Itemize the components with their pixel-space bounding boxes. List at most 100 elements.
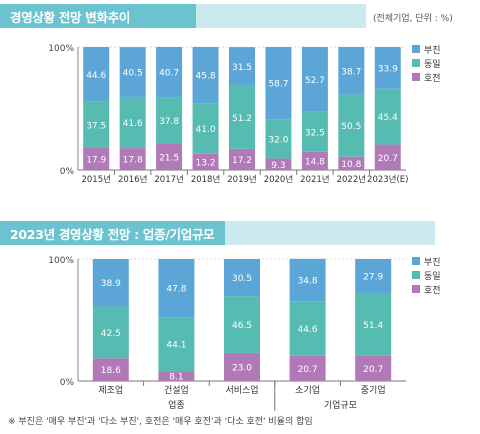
- section2-banner-stripe: [225, 221, 435, 245]
- chart1-bar-동일: [119, 96, 146, 149]
- chart1-bar-부진: [265, 47, 292, 120]
- chart2-bar-부진: [92, 259, 129, 307]
- chart1-bar-호전: [119, 148, 146, 170]
- chart2-legend-label: 부진: [424, 257, 441, 268]
- chart1-data-label: 13.2: [196, 158, 216, 168]
- chart2-xtick-label: 건설업: [164, 385, 189, 396]
- section2-title: 2023년 경영상황 전망 : 업종/기업규모: [10, 227, 215, 242]
- section1-unit: (전체기업, 단위 : %): [373, 14, 453, 24]
- chart2-data-label: 44.6: [298, 325, 318, 335]
- chart2-data-label: 20.7: [363, 365, 383, 375]
- section1-banner: 경영상황 전망 변화추이: [0, 4, 470, 28]
- chart1-ytick-bottom: 0%: [60, 167, 75, 177]
- chart2-bar-호전: [355, 355, 392, 381]
- chart2-data-label: 42.5: [101, 329, 121, 339]
- chart2-legend-label: 동일: [424, 271, 441, 282]
- chart1-bar-동일: [83, 101, 110, 148]
- chart1-bar-호전: [338, 156, 365, 170]
- chart1-data-label: 45.8: [196, 72, 216, 82]
- section1-banner-stripe: [196, 4, 366, 28]
- chart1-ytick-top: 100%: [48, 44, 74, 54]
- chart1-bar-호전: [229, 148, 255, 170]
- chart2-bar-부진: [355, 259, 392, 294]
- chart2-xtick-label: 중기업: [361, 385, 386, 396]
- chart1-data-label: 37.8: [159, 117, 179, 127]
- chart1-data-label: 40.7: [159, 69, 179, 79]
- chart1-bar-부진: [338, 47, 365, 95]
- chart2-xtick-label: 제조업: [98, 385, 123, 396]
- chart1-data-label: 17.2: [232, 156, 252, 166]
- chart1-bar-동일: [301, 111, 328, 152]
- chart1-bar-부진: [156, 47, 183, 98]
- chart2-legend-swatch: [412, 257, 420, 265]
- chart2-ytick-bottom: 0%: [60, 378, 75, 388]
- chart2-data-label: 18.6: [101, 366, 121, 376]
- chart1-xtick-label: 2019년: [227, 174, 256, 185]
- chart1-data-label: 37.5: [86, 121, 106, 131]
- chart2-data-label: 20.7: [298, 365, 318, 375]
- chart1-bar-동일: [192, 103, 219, 154]
- chart2-group-label: 기업규모: [324, 400, 357, 411]
- chart1-legend-label: 부진: [424, 45, 441, 56]
- chart2-ytick-top: 100%: [48, 256, 74, 266]
- footnote: ※ 부진은 '매우 부진'과 '다소 부진', 호전은 '매우 호전'과 '다소…: [8, 417, 313, 427]
- chart2-legend-swatch: [412, 285, 420, 293]
- chart1-xtick-label: 2015년: [81, 174, 110, 185]
- chart2-legend-label: 호전: [424, 285, 441, 296]
- chart1-data-label: 20.7: [378, 154, 398, 164]
- chart1-legend-swatch: [412, 73, 420, 81]
- chart1-data-label: 58.7: [268, 80, 288, 90]
- chart1-data-label: 52.7: [305, 76, 325, 86]
- chart1-legend-label: 동일: [424, 59, 441, 70]
- chart1-data-label: 31.5: [232, 63, 252, 73]
- chart1-bar-부진: [83, 47, 110, 102]
- chart1-bar-호전: [83, 147, 110, 170]
- chart1-bar-동일: [374, 88, 401, 145]
- chart2-data-label: 46.5: [232, 321, 252, 331]
- section1-banner-bar: [0, 4, 196, 28]
- chart1-data-label: 45.4: [378, 113, 398, 123]
- chart1-bar-동일: [156, 97, 183, 144]
- chart1-data-label: 9.3: [271, 161, 285, 171]
- chart1-data-label: 21.5: [159, 153, 179, 163]
- chart1-data-label: 17.9: [86, 155, 106, 165]
- chart1-bar-호전: [192, 153, 219, 170]
- chart2-bar-호전: [224, 352, 260, 381]
- chart1-bar-동일: [265, 119, 292, 159]
- chart1-bar-부진: [119, 47, 146, 97]
- chart2-group-label: 업종: [168, 400, 185, 411]
- chart1-bar-호전: [374, 144, 401, 170]
- chart2-bar-동일: [224, 296, 260, 353]
- chart1-bar-동일: [229, 85, 255, 149]
- chart1-data-label: 32.5: [305, 128, 325, 138]
- chart2-xtick-label: 소기업: [295, 385, 320, 396]
- chart2-bar-부진: [158, 259, 195, 318]
- chart1-legend-label: 호전: [424, 73, 441, 84]
- chart1-bar-부진: [192, 47, 219, 104]
- chart1-legend-swatch: [412, 45, 420, 53]
- chart2-xtick-label: 서비스업: [225, 385, 258, 396]
- chart1-xtick-label: 2023년(E): [367, 174, 408, 185]
- section2-banner-bar: [0, 221, 225, 245]
- chart1-bar-부진: [374, 47, 401, 89]
- chart2-legend-swatch: [412, 271, 420, 279]
- chart1-bar-호전: [156, 143, 183, 170]
- chart2-bar-부진: [224, 259, 260, 297]
- chart2-bar-호전: [158, 371, 195, 381]
- chart1-data-label: 44.6: [86, 71, 106, 81]
- chart1-xtick-label: 2017년: [154, 174, 183, 185]
- chart1-data-label: 41.6: [123, 119, 143, 129]
- chart1-data-label: 32.0: [268, 135, 288, 145]
- chart2-data-label: 30.5: [232, 274, 252, 284]
- chart1-data-label: 38.7: [341, 67, 361, 77]
- chart2-data-label: 23.0: [232, 363, 252, 373]
- chart2-data-label: 8.1: [169, 373, 183, 383]
- chart1-data-label: 17.8: [123, 156, 143, 166]
- chart2-bar-동일: [289, 301, 326, 356]
- chart2-data-label: 51.4: [363, 321, 383, 331]
- chart2-data-label: 47.8: [166, 285, 186, 295]
- chart1-xtick-label: 2016년: [118, 174, 147, 185]
- chart2-bar-호전: [92, 358, 129, 381]
- chart1-bar-호전: [265, 158, 292, 170]
- chart2-data-label: 44.1: [166, 341, 186, 351]
